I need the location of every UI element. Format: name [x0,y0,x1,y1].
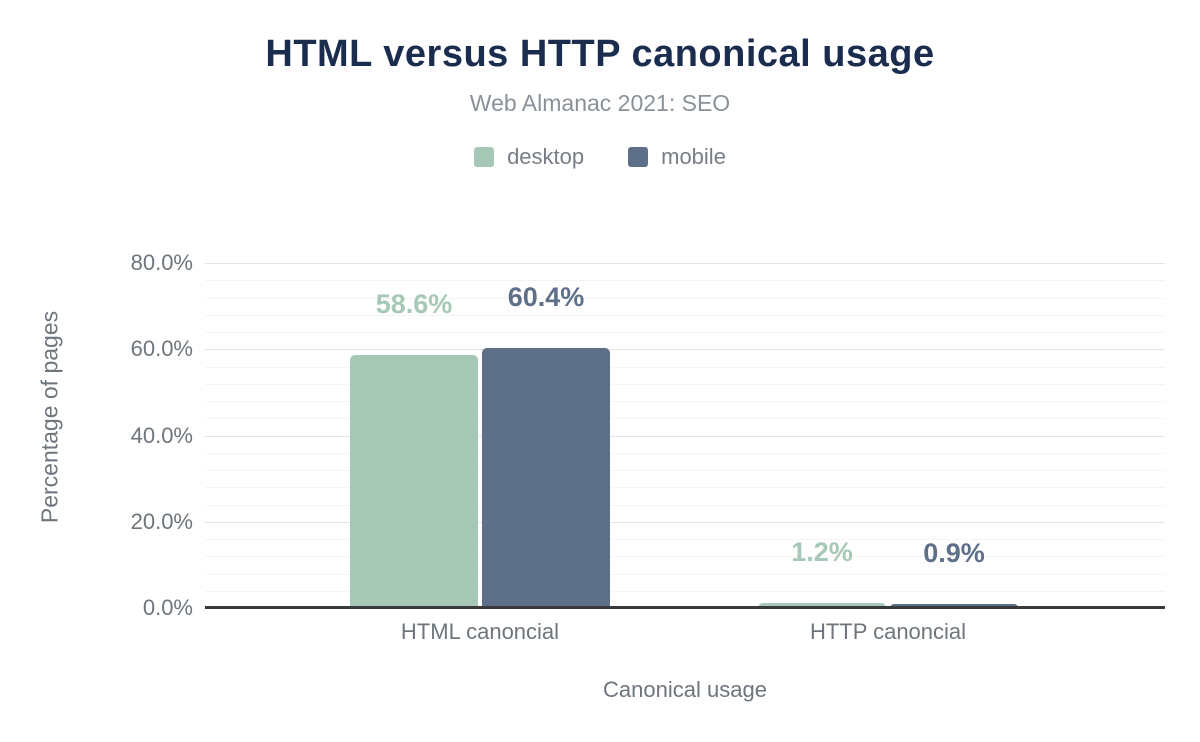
gridline-minor-12 [205,556,1165,558]
chart-subtitle: Web Almanac 2021: SEO [469,90,731,116]
gridline-minor-64 [205,332,1165,333]
value-label-desktop-2: 1.2% [791,536,853,567]
x-category-html-canoncial: HTML canoncial [400,619,560,644]
gridline-minor-32 [205,470,1165,471]
gridline-minor-16 [205,539,1165,540]
gridline-minor-76 [205,280,1165,282]
gridline-minor-4 [205,590,1165,592]
x-category-http-canoncial: HTTP canoncial [809,619,967,644]
y-tick-60: 60.0% [130,336,193,362]
x-axis-title: Canonical usage [603,677,767,702]
chart-title: HTML versus HTTP canonical usage [265,33,935,75]
bar-desktop-html-canoncial [350,355,478,608]
gridline-minor-52 [205,383,1165,385]
gridline-major-40 [205,435,1165,437]
legend: desktop mobile [0,144,1200,170]
value-label-mobile-2: 0.9% [923,538,985,569]
gridline-major-20 [205,521,1165,523]
bar-desktop-http-canoncial [758,602,886,608]
gridline-major-80 [205,263,1165,264]
y-tick-80: 80.0% [130,250,193,275]
gridline-minor-56 [205,366,1165,368]
legend-item-mobile: mobile [628,144,726,170]
gridline-minor-72 [205,297,1165,299]
gridline-minor-36 [205,452,1165,454]
y-tick-0: 0.0% [142,595,193,620]
value-label-mobile-1: 60.4% [507,281,585,312]
legend-swatch-mobile [628,147,649,167]
legend-swatch-desktop [474,147,495,167]
gridline-minor-44 [205,418,1165,420]
legend-label-mobile: mobile [661,144,726,169]
legend-label-desktop: desktop [507,144,585,169]
gridline-minor-28 [205,487,1165,489]
y-tick-20: 20.0% [130,508,193,534]
gridline-minor-8 [205,573,1165,575]
y-tick-40: 40.0% [130,422,193,448]
gridline-minor-24 [205,504,1165,506]
bar-mobile-html-canoncial [482,347,610,608]
value-label-desktop-1: 58.6% [375,289,453,320]
gridline-major-60 [205,349,1165,351]
gridline-minor-48 [205,401,1165,402]
legend-item-desktop: desktop [474,144,584,170]
gridline-minor-68 [205,314,1165,316]
y-axis-title: Percentage of pages [36,310,63,524]
x-axis-line [205,606,1165,609]
